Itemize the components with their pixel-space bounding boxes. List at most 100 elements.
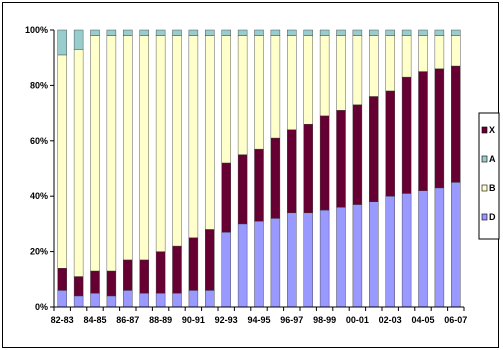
bar-segment-A-04-05 [418, 29, 428, 36]
bar-segment-B-89-90 [172, 35, 182, 247]
x-tick-label: 04-05 [411, 315, 434, 325]
bar-segment-X-93-94 [237, 154, 248, 225]
x-tick-label: 98-99 [313, 315, 336, 325]
bar-segment-D-84-85 [90, 292, 100, 308]
bar-segment-A-99-00 [336, 29, 346, 36]
bar-segment-A-88-89 [155, 29, 166, 36]
bar-segment-X-89-90 [172, 245, 182, 294]
bar-segment-X-99-00 [336, 110, 346, 208]
x-tick-label: 94-95 [247, 315, 270, 325]
bar-segment-D-04-05 [418, 190, 428, 308]
bar-segment-B-96-97 [287, 35, 297, 130]
bar-segment-X-00-01 [352, 104, 363, 205]
legend-label-B: B [489, 183, 496, 193]
bar-segment-A-90-91 [188, 29, 199, 36]
bar-segment-D-85-86 [106, 295, 117, 308]
bar-segment-D-06-07 [451, 182, 461, 308]
bar-segment-A-03-04 [401, 29, 412, 36]
bar-segment-D-93-94 [237, 223, 248, 308]
bar-segment-X-83-84 [73, 276, 84, 297]
stacked-bar-chart: 0% 20% 40% 60% 80% 100% 82-83 84-85 86-87 88-89 90… [25, 25, 500, 325]
bar-segment-B-82-83 [57, 54, 67, 269]
axes-layer: 0% 20% 40% 60% 80% 100% 82-83 84-85 86-87 88-89 90… [25, 25, 467, 325]
bar-segment-A-93-94 [237, 29, 248, 36]
y-tick-label: 0% [35, 302, 48, 312]
bar-segment-X-88-89 [155, 251, 166, 294]
bar-segment-X-96-97 [287, 129, 297, 214]
bars-layer [57, 29, 461, 308]
y-tick-label: 40% [30, 191, 48, 201]
bar-segment-A-01-02 [369, 29, 379, 36]
x-tick-label: 90-91 [182, 315, 205, 325]
bar-segment-D-90-91 [188, 290, 199, 308]
bar-segment-D-03-04 [401, 193, 412, 308]
bar-segment-B-04-05 [418, 35, 428, 72]
bar-segment-B-03-04 [401, 35, 412, 78]
y-tick-label: 80% [30, 80, 48, 90]
bar-segment-X-91-92 [205, 229, 215, 291]
bar-segment-A-05-06 [434, 29, 445, 36]
bar-segment-B-86-87 [123, 35, 133, 261]
bar-segment-X-06-07 [451, 65, 461, 183]
bar-segment-A-91-92 [205, 29, 215, 36]
bar-segment-A-87-88 [139, 29, 149, 36]
bar-segment-X-92-93 [221, 162, 231, 233]
x-tick-label: 00-01 [346, 315, 369, 325]
bar-segment-D-05-06 [434, 187, 445, 308]
legend-label-X: X [489, 125, 495, 135]
bar-segment-B-98-99 [319, 35, 330, 117]
legend-swatch-A [481, 155, 488, 163]
bar-segment-A-00-01 [352, 29, 363, 36]
bar-segment-X-03-04 [401, 76, 412, 194]
bar-segment-A-92-93 [221, 29, 231, 36]
bar-segment-B-94-95 [254, 35, 264, 150]
bar-segment-X-94-95 [254, 148, 264, 222]
legend-label-A: A [489, 154, 496, 164]
bar-segment-B-91-92 [205, 35, 215, 230]
legend-swatch-X [481, 126, 488, 134]
bar-segment-D-83-84 [73, 295, 84, 308]
x-tick-label: 96-97 [280, 315, 303, 325]
x-tick-label: 84-85 [83, 315, 106, 325]
bar-segment-B-97-98 [303, 35, 313, 125]
bar-segment-D-88-89 [155, 292, 166, 308]
bar-segment-D-91-92 [205, 290, 215, 308]
y-tick-label: 20% [30, 247, 48, 257]
bar-segment-X-85-86 [106, 270, 117, 297]
bar-segment-X-02-03 [385, 90, 395, 197]
bar-segment-B-02-03 [385, 35, 395, 92]
bar-segment-X-84-85 [90, 270, 100, 294]
bar-segment-A-86-87 [123, 29, 133, 36]
bar-segment-D-00-01 [352, 204, 363, 308]
bar-segment-B-93-94 [237, 35, 248, 155]
bar-segment-X-90-91 [188, 237, 199, 291]
bar-segment-A-95-96 [270, 29, 281, 36]
x-tick-label: 06-07 [444, 315, 467, 325]
bar-segment-B-00-01 [352, 35, 363, 105]
bar-segment-B-84-85 [90, 35, 100, 272]
bar-segment-B-92-93 [221, 35, 231, 164]
y-tick-label: 100% [25, 25, 48, 35]
bar-segment-X-82-83 [57, 268, 67, 291]
bar-segment-D-89-90 [172, 292, 182, 308]
bar-segment-D-82-83 [57, 290, 67, 308]
bar-segment-D-98-99 [319, 209, 330, 308]
x-tick-label: 86-87 [116, 315, 139, 325]
bar-segment-A-97-98 [303, 29, 313, 36]
bar-segment-D-86-87 [123, 290, 133, 308]
x-tick-label: 02-03 [379, 315, 402, 325]
bar-segment-D-01-02 [369, 201, 379, 308]
bar-segment-A-06-07 [451, 29, 461, 36]
bar-segment-A-85-86 [106, 29, 117, 36]
bar-segment-A-94-95 [254, 29, 264, 36]
x-tick-label: 88-89 [149, 315, 172, 325]
bar-segment-B-88-89 [155, 35, 166, 252]
x-tick-label: 92-93 [215, 315, 238, 325]
bar-segment-X-98-99 [319, 115, 330, 211]
bar-segment-A-82-83 [57, 29, 67, 56]
bar-segment-B-99-00 [336, 35, 346, 111]
x-tick-label: 82-83 [51, 315, 74, 325]
bar-segment-D-99-00 [336, 207, 346, 308]
y-tick-label: 60% [30, 136, 48, 146]
bar-segment-D-96-97 [287, 212, 297, 308]
